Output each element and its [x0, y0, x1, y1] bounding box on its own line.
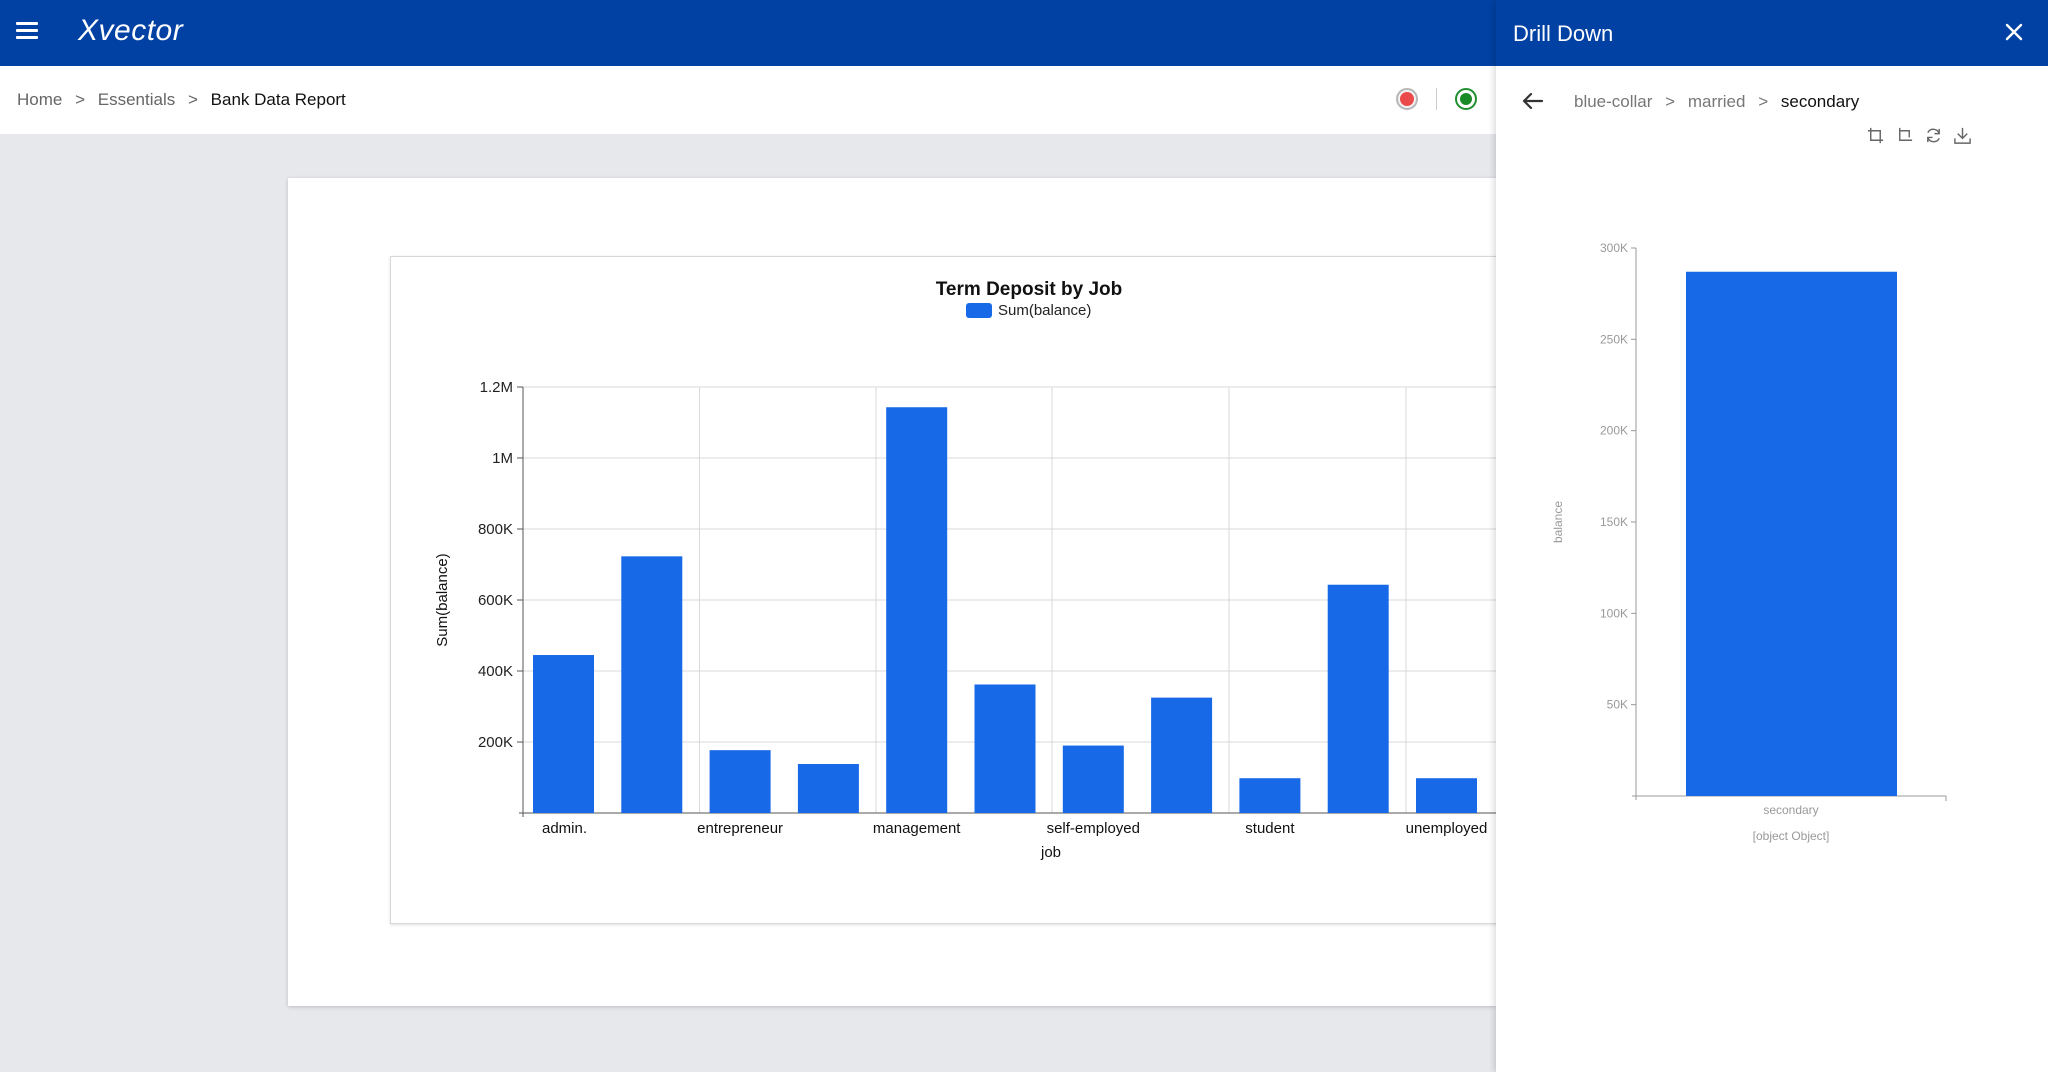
drill-y-tick-label: 100K: [1600, 606, 1628, 620]
drawer-title: Drill Down: [1513, 21, 1614, 46]
stop-circle-icon[interactable]: [1396, 88, 1418, 110]
y-axis-title: Sum(balance): [434, 553, 451, 646]
bar: [621, 556, 683, 813]
x-tick-label: unemployed: [1406, 820, 1488, 837]
crop-alt-icon[interactable]: [1895, 126, 1914, 145]
x-tick-label: self-employed: [1047, 820, 1140, 837]
bar: [533, 655, 594, 813]
drill-y-tick-label: 150K: [1600, 515, 1628, 529]
x-tick-label: student: [1245, 820, 1295, 837]
app-logo[interactable]: Xvector: [78, 14, 184, 47]
chart-title: Term Deposit by Job: [936, 279, 1123, 300]
breadcrumb-separator: >: [75, 90, 86, 109]
drill-down-chart: 50K 100K 150K 200K 250K 300K secondary [object …: [1551, 241, 1947, 843]
drill-crumb-job[interactable]: blue-collar: [1574, 92, 1653, 111]
breadcrumb: Home > Essentials > Bank Data Report: [17, 90, 354, 110]
drawer-header: Drill Down: [1496, 0, 2048, 66]
download-icon[interactable]: [1953, 126, 1972, 145]
bar: [709, 750, 771, 813]
bar: [1151, 697, 1213, 813]
y-tick-label: 400K: [478, 663, 513, 680]
drill-bar: [1686, 271, 1897, 796]
breadcrumb-current: Bank Data Report: [210, 90, 346, 109]
drill-y-tick-label: 50K: [1607, 698, 1628, 712]
x-tick-label: entrepreneur: [697, 820, 783, 837]
y-tick-label: 1.2M: [480, 379, 513, 396]
drill-x-axis-title: [object Object]: [1753, 829, 1830, 843]
y-tick-label: 1M: [492, 450, 513, 467]
y-tick-label: 200K: [478, 734, 513, 751]
chart-toolbar: [1866, 126, 1972, 145]
drill-y-axis-title: balance: [1551, 501, 1565, 543]
legend-swatch: [966, 303, 992, 318]
bar: [1239, 778, 1301, 813]
close-icon[interactable]: [2000, 18, 2028, 46]
bar: [974, 684, 1036, 813]
drill-crumb-marital[interactable]: married: [1687, 92, 1746, 111]
drill-down-panel: Drill Down blue-collar > married > secon…: [1496, 0, 2048, 1072]
chart-card: Term Deposit by Job Sum(balance) 200K 400K 6…: [390, 256, 1498, 924]
breadcrumb-separator: >: [1758, 92, 1769, 111]
drill-y-tick-label: 300K: [1600, 241, 1628, 255]
drill-breadcrumb: blue-collar > married > secondary: [1574, 92, 1867, 112]
breadcrumb-bar: Home > Essentials > Bank Data Report: [0, 66, 1496, 134]
bar: [1327, 584, 1389, 813]
drill-y-tick-label: 250K: [1600, 332, 1628, 346]
legend-label: Sum(balance): [998, 302, 1091, 319]
hamburger-icon[interactable]: [16, 18, 46, 48]
crop-icon[interactable]: [1866, 126, 1885, 145]
x-tick-label: admin.: [542, 820, 587, 837]
breadcrumb-separator: >: [187, 90, 198, 109]
y-tick-label: 800K: [478, 521, 513, 538]
running-status-icon[interactable]: [1455, 88, 1477, 110]
divider: [1436, 88, 1437, 110]
drill-crumb-education: secondary: [1780, 92, 1860, 111]
refresh-icon[interactable]: [1924, 126, 1943, 145]
bar: [886, 407, 948, 813]
bar: [1416, 778, 1477, 813]
drill-y-tick-label: 200K: [1600, 424, 1628, 438]
breadcrumb-home[interactable]: Home: [17, 90, 63, 109]
status-icons: [1396, 88, 1477, 110]
term-deposit-chart: Term Deposit by Job Sum(balance) 200K 400K 6…: [434, 279, 1497, 861]
x-axis-title: job: [1040, 844, 1061, 861]
x-tick-label: management: [873, 820, 961, 837]
bar: [797, 764, 859, 813]
drill-x-tick-label: secondary: [1763, 803, 1818, 817]
bar: [1062, 745, 1124, 813]
breadcrumb-essentials[interactable]: Essentials: [97, 90, 176, 109]
arrow-left-icon[interactable]: [1520, 88, 1546, 114]
y-tick-label: 600K: [478, 592, 513, 609]
breadcrumb-separator: >: [1665, 92, 1676, 111]
